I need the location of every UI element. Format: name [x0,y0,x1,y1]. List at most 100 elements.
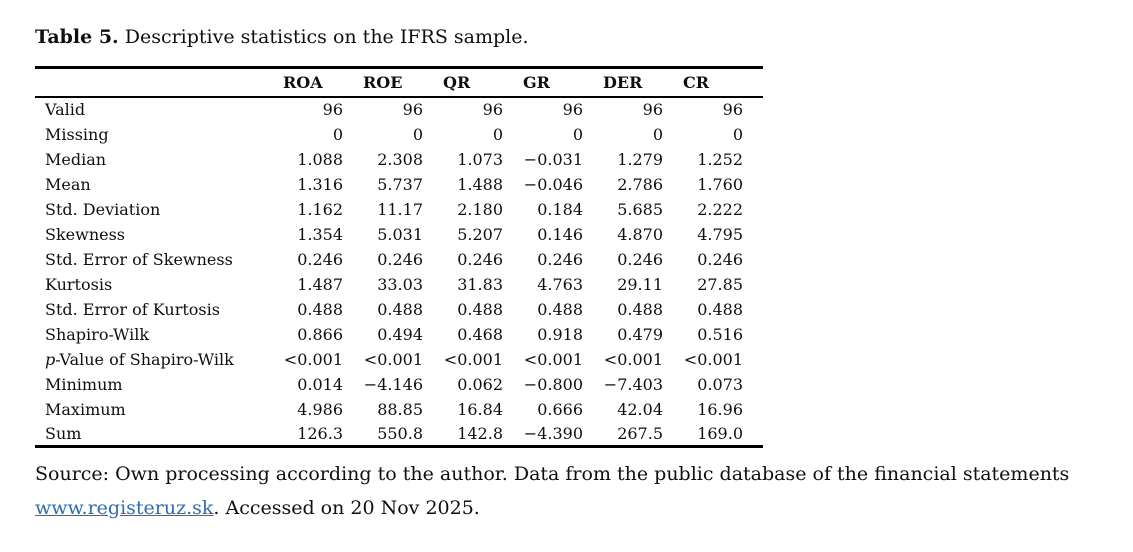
cell-value: 0.062 [457,374,503,394]
cell-value: 0.516 [697,324,743,344]
cell-value: 0.488 [617,299,663,319]
cell-value: 96 [322,100,343,119]
cell-value: 1.162 [297,199,343,219]
cell-value: −7.403 [603,374,663,394]
cell-value: 0.866 [297,324,343,344]
table-row: p-Value of Shapiro-Wilk <0.001 <0.001 <0.00… [35,347,763,372]
source-text-after: . Accessed on 20 Nov 2025. [213,497,480,519]
table-row: Sum 126.3 550.8 142.8 −4.390 267.5 169.0 [35,422,763,447]
cell-value: <0.001 [443,349,503,369]
cell-value: 1.279 [617,149,663,169]
cell-value: −4.390 [523,423,583,443]
cell-value: 0 [572,124,583,144]
cell-value: <0.001 [683,349,743,369]
cell-value: 0.246 [537,249,583,269]
cell-value: 0 [332,124,343,144]
cell-value: 550.8 [377,423,423,443]
registeruz-link[interactable]: www.registeruz.sk [35,497,214,519]
corner-cell [35,67,283,98]
row-label: Kurtosis [45,274,113,294]
cell-value: 5.207 [457,224,503,244]
cell-value: 1.252 [697,149,743,169]
column-header-qr: QR [443,67,523,98]
cell-value: 0.468 [457,324,503,344]
row-label: p-Value of Shapiro-Wilk [45,349,234,369]
cell-value: 0 [732,124,743,144]
cell-value: −4.146 [363,374,423,394]
cell-value: 96 [722,100,743,119]
cell-value: 2.308 [377,149,423,169]
row-label: Valid [45,100,86,119]
column-header-roa: ROA [283,67,363,98]
cell-value: 4.986 [297,399,343,419]
table-row: Std. Error of Skewness 0.246 0.246 0.246 0.2… [35,247,763,272]
cell-value: 0.666 [537,399,583,419]
table-row: Skewness 1.354 5.031 5.207 0.146 4.870 4.795 [35,222,763,247]
row-label: Minimum [45,374,123,394]
cell-value: 0 [412,124,423,144]
table-caption-label: Table 5. [35,26,119,48]
cell-value: 0.146 [537,224,583,244]
column-header-roe: ROE [363,67,443,98]
cell-value: 16.96 [697,399,743,419]
cell-value: 0.246 [457,249,503,269]
cell-value: 1.073 [457,149,503,169]
table-row: Maximum 4.986 88.85 16.84 0.666 42.04 16.96 [35,397,763,422]
cell-value: 0.488 [377,299,423,319]
table-row: Mean 1.316 5.737 1.488 −0.046 2.786 1.760 [35,172,763,197]
source-text-before: Source: Own processing according to the … [35,463,1070,485]
cell-value: 42.04 [617,399,663,419]
table-row: Std. Deviation 1.162 11.17 2.180 0.184 5.685 2… [35,197,763,222]
column-header-cr: CR [683,67,763,98]
cell-value: <0.001 [363,349,423,369]
cell-value: 0.184 [537,199,583,219]
cell-value: 126.3 [297,423,343,443]
cell-value: 0 [652,124,663,144]
cell-value: 2.222 [697,199,743,219]
column-header-der: DER [603,67,683,98]
cell-value: −0.046 [523,174,583,194]
row-label: Shapiro-Wilk [45,324,150,344]
cell-value: −0.800 [523,374,583,394]
cell-value: 0.918 [537,324,583,344]
row-label: Maximum [45,399,126,419]
cell-value: 4.763 [537,274,583,294]
table-caption: Table 5. Descriptive statistics on the I… [35,26,1107,49]
cell-value: 0 [492,124,503,144]
table-row: Std. Error of Kurtosis 0.488 0.488 0.488 0.4… [35,297,763,322]
row-label: Missing [45,124,109,144]
cell-value: 11.17 [377,199,423,219]
cell-value: 96 [402,100,423,119]
cell-value: −0.031 [523,149,583,169]
cell-value: 1.316 [297,174,343,194]
cell-value: 96 [562,100,583,119]
cell-value: 0.246 [377,249,423,269]
cell-value: 33.03 [377,274,423,294]
cell-value: 96 [482,100,503,119]
cell-value: 267.5 [617,423,663,443]
table-row: Missing 0 0 0 0 0 0 [35,122,763,147]
row-label: Std. Deviation [45,199,161,219]
cell-value: 96 [642,100,663,119]
row-label: Std. Error of Skewness [45,249,233,269]
document-page: Table 5. Descriptive statistics on the I… [35,26,1107,519]
table-row: Kurtosis 1.487 33.03 31.83 4.763 29.11 27.85 [35,272,763,297]
row-label: Skewness [45,224,126,244]
cell-value: 0.488 [697,299,743,319]
cell-value: 0.073 [697,374,743,394]
cell-value: 0.488 [457,299,503,319]
cell-value: 0.479 [617,324,663,344]
cell-value: 0.246 [697,249,743,269]
row-label: Sum [45,423,82,443]
table-caption-text: Descriptive statistics on the IFRS sampl… [118,26,529,48]
cell-value: 0.488 [537,299,583,319]
cell-value: 16.84 [457,399,503,419]
column-header-gr: GR [523,67,603,98]
cell-value: 1.488 [457,174,503,194]
cell-value: 5.685 [617,199,663,219]
cell-value: 142.8 [457,423,503,443]
header-row: ROA ROE QR GR DER CR [35,67,763,98]
cell-value: <0.001 [603,349,663,369]
cell-value: 0.488 [297,299,343,319]
stats-table: ROA ROE QR GR DER CR Valid 96 96 96 96 96 96 Mi… [35,66,763,448]
